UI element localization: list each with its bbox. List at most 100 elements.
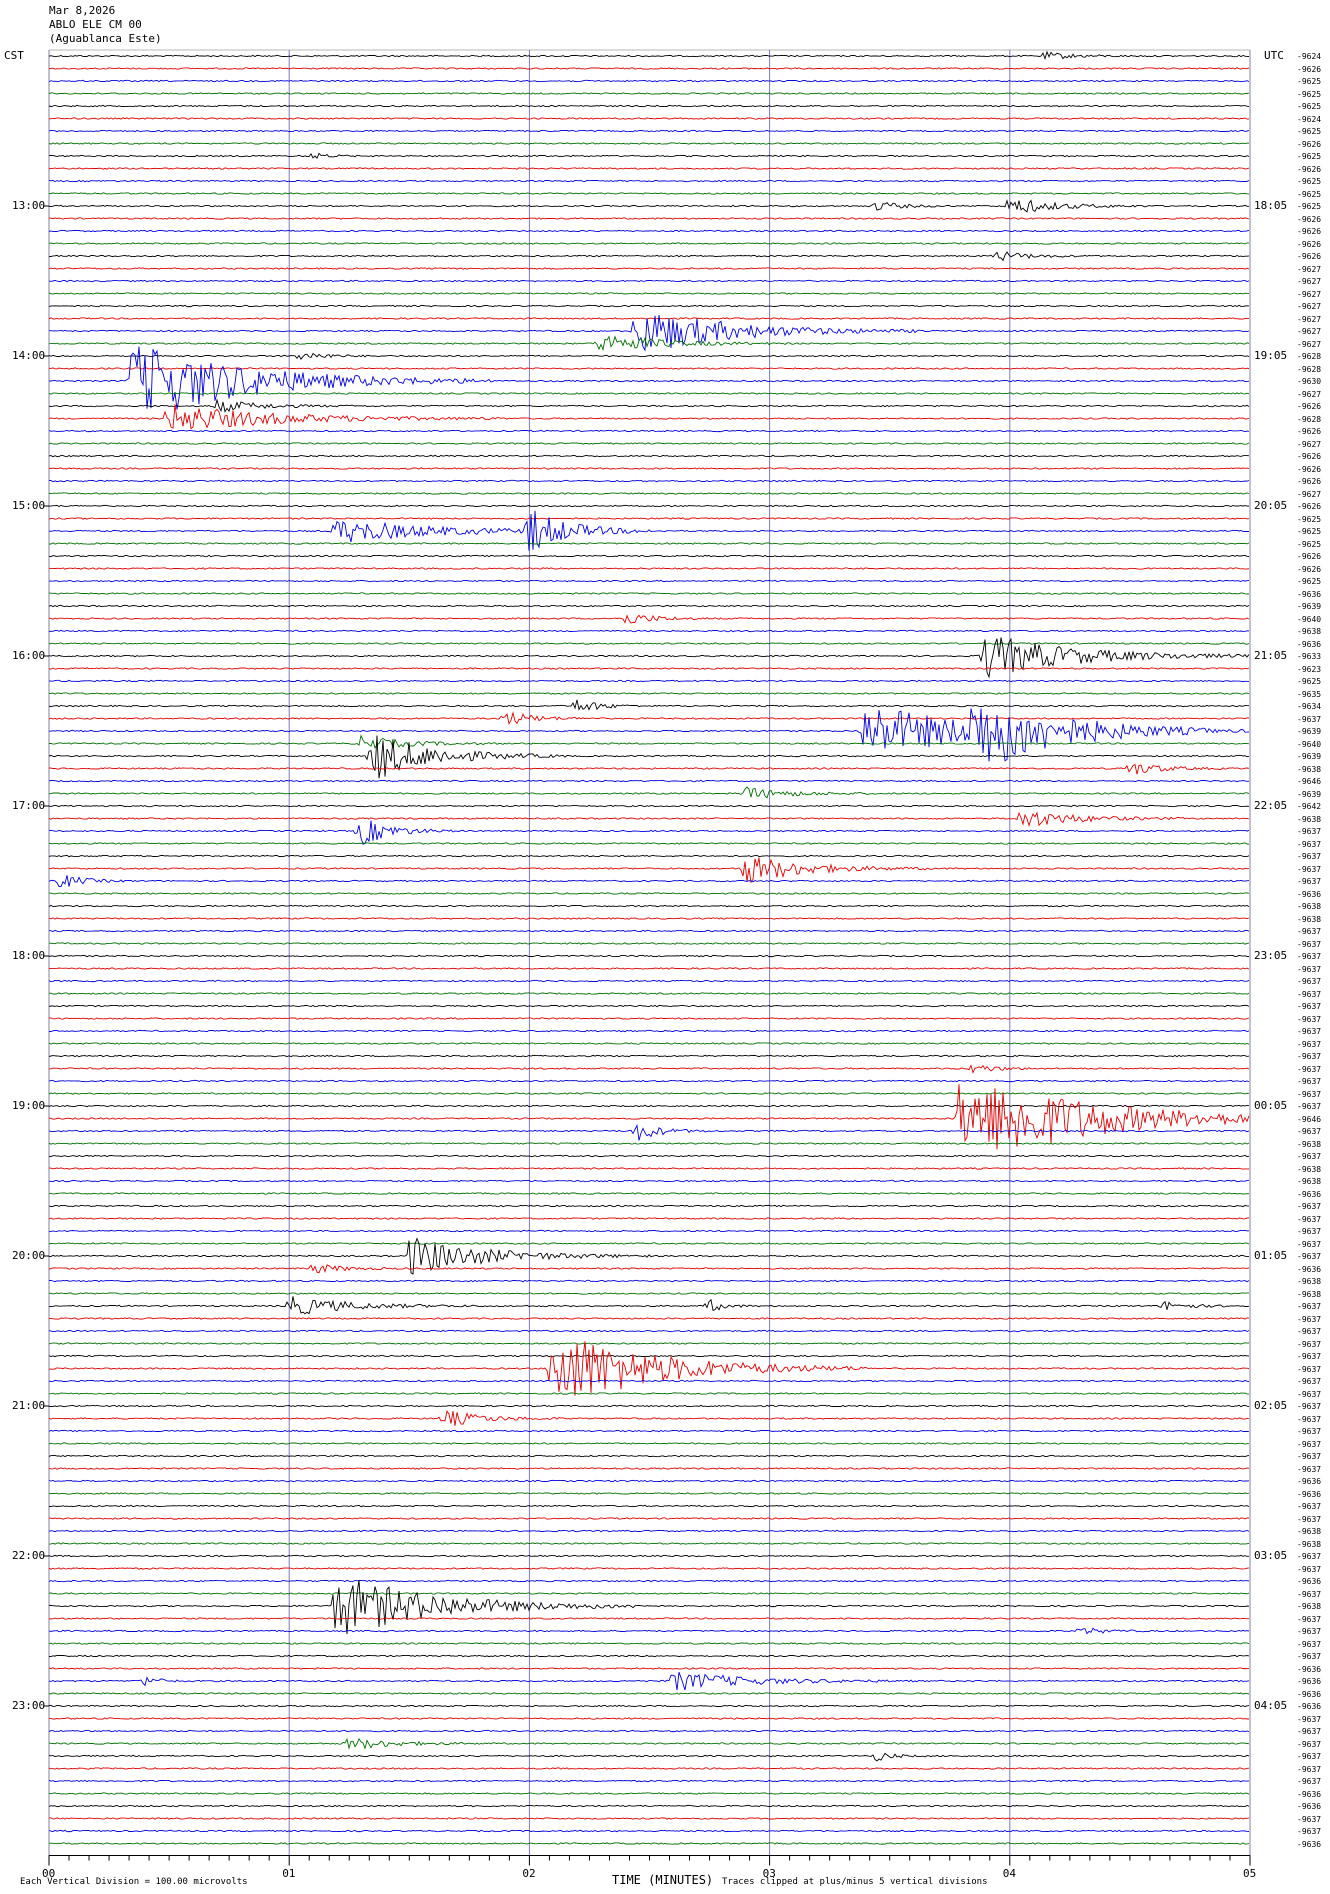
trace-value-label: -9628 — [1297, 364, 1322, 374]
trace-value-label: -9636 — [1297, 1477, 1322, 1486]
trace-121 — [48, 1567, 1250, 1570]
trace-28 — [48, 398, 1250, 413]
trace-25 — [48, 367, 1250, 370]
trace-value-label: -9637 — [1297, 1564, 1322, 1574]
trace-101 — [48, 1317, 1250, 1320]
trace-value-label: -9626 — [1297, 427, 1322, 436]
trace-67 — [48, 892, 1250, 895]
trace-value-label: -9626 — [1297, 452, 1322, 461]
trace-value-label: -9627 — [1297, 264, 1322, 274]
trace-value-label: -9637 — [1297, 1714, 1322, 1724]
trace-value-label: -9638 — [1297, 902, 1322, 911]
trace-138 — [48, 1779, 1250, 1783]
trace-18 — [48, 279, 1250, 283]
trace-114 — [48, 1479, 1250, 1483]
trace-value-label: -9625 — [1297, 177, 1322, 186]
trace-58 — [48, 779, 1250, 783]
trace-131 — [48, 1692, 1250, 1695]
trace-128 — [48, 1654, 1250, 1658]
trace-value-label: -9626 — [1297, 252, 1322, 261]
scale-note: Each Vertical Division = 100.00 microvol… — [20, 1877, 248, 1887]
trace-value-label: -9626 — [1297, 239, 1322, 249]
trace-104 — [48, 1354, 1249, 1358]
trace-value-label: -9636 — [1297, 1689, 1322, 1699]
trace-100 — [48, 1296, 1250, 1315]
trace-24 — [48, 352, 1250, 361]
trace-value-label: -9627 — [1297, 302, 1322, 311]
trace-64 — [48, 854, 1250, 858]
trace-69 — [48, 917, 1250, 920]
x-axis-title: TIME (MINUTES) — [612, 1873, 714, 1887]
trace-112 — [48, 1454, 1250, 1458]
trace-125 — [48, 1617, 1249, 1620]
trace-110 — [48, 1429, 1250, 1433]
trace-26 — [49, 346, 1250, 410]
trace-122 — [48, 1579, 1250, 1583]
trace-value-label: -9634 — [1297, 702, 1322, 711]
trace-41 — [48, 567, 1250, 570]
trace-36 — [49, 504, 1250, 508]
trace-value-label: -9636 — [1297, 639, 1322, 649]
trace-value-label: -9637 — [1297, 1514, 1322, 1524]
trace-value-label: -9637 — [1297, 1227, 1322, 1236]
trace-value-label: -9636 — [1297, 1264, 1322, 1274]
trace-value-label: -9637 — [1297, 1377, 1322, 1386]
trace-value-label: -9626 — [1297, 64, 1322, 74]
trace-value-label: -9625 — [1297, 102, 1322, 111]
trace-value-label: -9637 — [1297, 1752, 1322, 1761]
trace-85 — [48, 1084, 1250, 1150]
clip-note: Traces clipped at plus/minus 5 vertical … — [722, 1877, 988, 1887]
trace-83 — [48, 1092, 1250, 1095]
trace-50 — [48, 679, 1250, 683]
trace-46 — [48, 629, 1250, 633]
trace-118 — [48, 1529, 1250, 1533]
trace-61 — [48, 811, 1250, 827]
trace-value-label: -9637 — [1297, 1314, 1322, 1324]
trace-value-label: -9637 — [1297, 952, 1322, 961]
trace-value-label: -9628 — [1297, 414, 1322, 424]
trace-72 — [48, 954, 1250, 958]
trace-107 — [48, 1392, 1250, 1395]
trace-value-label: -9637 — [1297, 1327, 1322, 1336]
trace-141 — [49, 1817, 1250, 1820]
trace-139 — [48, 1792, 1250, 1795]
trace-value-label: -9637 — [1297, 1064, 1322, 1074]
trace-value-label: -9637 — [1297, 1727, 1322, 1736]
trace-10 — [48, 179, 1250, 183]
trace-value-label: -9639 — [1297, 602, 1322, 611]
trace-value-label: -9637 — [1297, 1002, 1322, 1011]
right-time-label: 18:05 — [1254, 199, 1288, 212]
trace-value-label: -9626 — [1297, 164, 1322, 174]
trace-134 — [48, 1729, 1250, 1733]
trace-value-label: -9626 — [1297, 564, 1322, 574]
trace-value-label: -9638 — [1297, 1164, 1322, 1174]
right-time-label: 23:05 — [1254, 949, 1288, 962]
trace-44 — [48, 604, 1250, 608]
trace-29 — [48, 404, 1250, 430]
trace-value-label: -9637 — [1297, 1652, 1322, 1661]
trace-value-label: -9637 — [1297, 1352, 1322, 1361]
trace-133 — [48, 1717, 1249, 1720]
trace-57 — [48, 763, 1250, 775]
trace-6 — [48, 129, 1250, 133]
trace-value-label: -9628 — [1297, 352, 1322, 361]
trace-value-label: -9636 — [1297, 1664, 1322, 1674]
right-time-label: 01:05 — [1254, 1249, 1288, 1262]
trace-90 — [48, 1179, 1250, 1183]
trace-value-label: -9637 — [1297, 1239, 1322, 1249]
trace-37 — [48, 517, 1250, 520]
trace-value-label: -9625 — [1297, 77, 1322, 86]
trace-89 — [48, 1167, 1250, 1170]
left-time-label: 13:00 — [12, 199, 46, 212]
trace-99 — [48, 1292, 1249, 1295]
trace-5 — [48, 117, 1250, 120]
trace-value-label: -9627 — [1297, 339, 1322, 349]
trace-value-label: -9637 — [1297, 827, 1322, 836]
trace-value-label: -9626 — [1297, 402, 1322, 411]
trace-31 — [48, 442, 1250, 445]
trace-value-label: -9637 — [1297, 714, 1322, 724]
trace-value-label: -9637 — [1297, 1777, 1322, 1786]
trace-value-label: -9637 — [1297, 977, 1322, 986]
trace-value-label: -9638 — [1297, 764, 1322, 774]
trace-value-label: -9627 — [1297, 289, 1322, 299]
